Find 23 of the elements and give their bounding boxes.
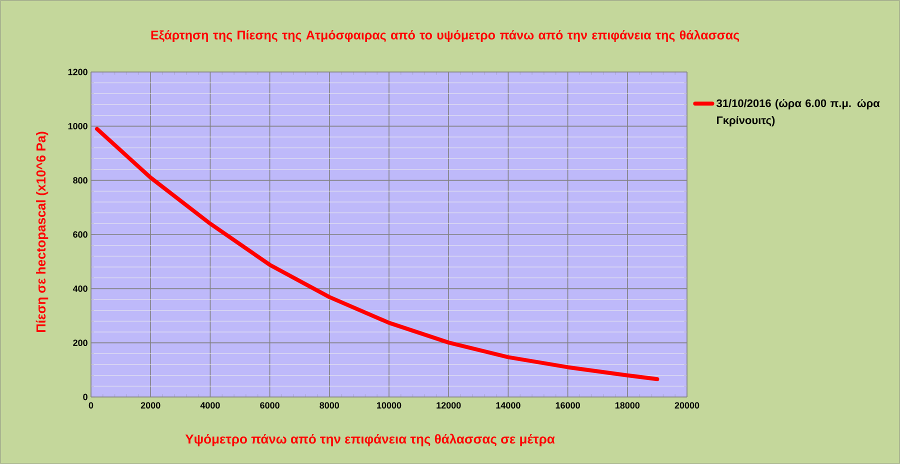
legend-label: 31/10/2016 (ώρα 6.00 π.μ. ώρα Γκρίνουιτς) [716,98,880,126]
y-tick-label: 800 [73,177,88,184]
x-tick-label: 10000 [377,402,402,409]
x-tick-label: 16000 [556,402,580,409]
x-tick-label: 0 [88,402,94,409]
x-tick-label: 14000 [496,402,520,409]
x-tick-label: 18000 [615,402,640,409]
y-tick-label: 1000 [68,122,88,130]
x-tick-label: 12000 [436,402,461,409]
y-tick-label: 600 [73,231,88,238]
x-tick-label: 4000 [200,402,220,409]
y-tick-label: 200 [73,340,88,346]
x-tick-label: 8000 [320,402,340,409]
y-tick-label: 1200 [68,68,88,76]
x-tick-label: 20000 [674,402,700,409]
x-tick-label: 2000 [140,402,160,409]
y-tick-label: 400 [72,285,88,292]
x-axis-title: Υψόμετρο πάνω από την επιφάνεια της θάλασσας σε μέτρα [185,434,555,446]
y-axis-title: Πίεση σε hectopascal (x10^6 Pa) [36,132,48,332]
x-tick-label: 6000 [260,402,280,409]
chart-title: Εξάρτηση της Πίεσης της Ατμόσφαιρας από το υψόμετρο πάνω από την επιφάνεια της θάλασσας [151,30,740,42]
line-series [94,126,660,382]
y-tick-label: 0 [83,394,88,400]
